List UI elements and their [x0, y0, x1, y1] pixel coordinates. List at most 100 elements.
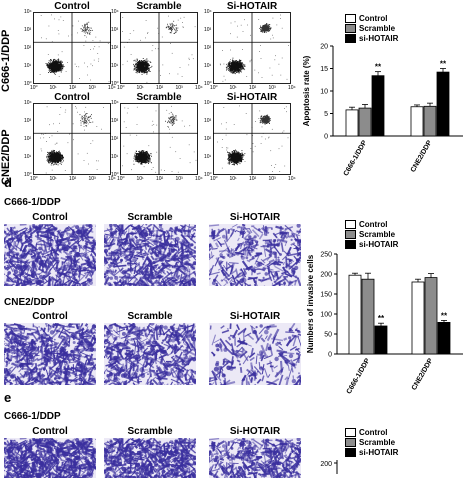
- flow-event-dot: [48, 72, 49, 73]
- flow-event-dot: [240, 69, 241, 70]
- flow-event-dot: [91, 28, 92, 29]
- flow-event-dot: [136, 69, 137, 70]
- flow-event-dot: [100, 41, 101, 42]
- flow-event-dot: [59, 152, 60, 153]
- flow-event-dot: [130, 33, 131, 34]
- flow-event-dot: [270, 39, 271, 40]
- flow-event-dot: [142, 150, 143, 151]
- flow-event-dot: [137, 72, 138, 73]
- flow-event-dot: [232, 63, 233, 64]
- flow-event-dot: [238, 66, 239, 67]
- flow-event-dot: [254, 70, 255, 71]
- flow-event-dot: [46, 157, 47, 158]
- flow-event-dot: [269, 30, 270, 31]
- flow-event-dot: [52, 65, 53, 66]
- flow-event-dot: [84, 117, 85, 118]
- flow-event-dot: [53, 150, 54, 151]
- flow-event-dot: [274, 59, 275, 60]
- flow-event-dot: [52, 67, 53, 68]
- flow-event-dot: [59, 63, 60, 64]
- flow-event-dot: [54, 159, 55, 160]
- flow-event-dot: [233, 67, 234, 68]
- flow-event-dot: [172, 53, 173, 54]
- flow-event-dot: [149, 69, 150, 70]
- flow-event-dot: [87, 122, 88, 123]
- flow-event-dot: [51, 72, 52, 73]
- flow-event-dot: [134, 164, 135, 165]
- flow-event-dot: [137, 71, 138, 72]
- flow-panel-title: Control: [33, 92, 111, 103]
- flow-event-dot: [41, 37, 42, 38]
- flow-event-dot: [172, 25, 173, 26]
- flow-event-dot: [54, 150, 55, 151]
- flow-event-dot: [225, 80, 226, 81]
- flow-event-dot: [48, 162, 49, 163]
- flow-event-dot: [147, 33, 148, 34]
- flow-axis-tick-label: 10³: [204, 27, 211, 33]
- flow-event-dot: [89, 28, 90, 29]
- flow-event-dot: [57, 60, 58, 61]
- flow-event-dot: [151, 162, 152, 163]
- flow-event-dot: [59, 34, 60, 35]
- flow-event-dot: [139, 69, 140, 70]
- flow-event-dot: [50, 162, 51, 163]
- flow-event-dot: [173, 21, 174, 22]
- flow-event-dot: [59, 62, 60, 63]
- flow-event-dot: [234, 62, 235, 63]
- flow-event-dot: [79, 78, 80, 79]
- flow-event-dot: [142, 74, 143, 75]
- flow-event-dot: [266, 23, 267, 24]
- flow-event-dot: [267, 27, 268, 28]
- flow-event-dot: [103, 107, 104, 108]
- flow-event-dot: [55, 69, 56, 70]
- flow-event-dot: [51, 65, 52, 66]
- flow-event-dot: [60, 161, 61, 162]
- flow-event-dot: [63, 64, 64, 65]
- flow-event-dot: [51, 154, 52, 155]
- flow-axis-tick-label: 10⁴: [204, 9, 212, 15]
- flow-event-dot: [140, 66, 141, 67]
- flow-event-dot: [48, 156, 49, 157]
- flow-event-dot: [50, 68, 51, 69]
- flow-event-dot: [239, 65, 240, 66]
- flow-event-dot: [172, 23, 173, 24]
- flow-event-dot: [90, 116, 91, 117]
- flow-event-dot: [59, 123, 60, 124]
- flow-event-dot: [150, 159, 151, 160]
- flow-event-dot: [143, 68, 144, 69]
- flow-event-dot: [67, 62, 68, 63]
- flow-event-dot: [170, 28, 171, 29]
- flow-event-dot: [157, 28, 158, 29]
- flow-event-dot: [150, 71, 151, 72]
- flow-event-dot: [58, 59, 59, 60]
- flow-event-dot: [141, 63, 142, 64]
- flow-event-dot: [58, 157, 59, 158]
- flow-event-dot: [90, 80, 91, 81]
- flow-event-dot: [53, 64, 54, 65]
- flow-event-dot: [269, 27, 270, 28]
- flow-event-dot: [146, 69, 147, 70]
- flow-event-dot: [78, 66, 79, 67]
- flow-event-dot: [83, 28, 84, 29]
- flow-event-dot: [54, 19, 55, 20]
- flow-event-dot: [92, 30, 93, 31]
- flow-event-dot: [140, 64, 141, 65]
- flow-event-dot: [241, 66, 242, 67]
- flow-event-dot: [234, 64, 235, 65]
- flow-event-dot: [224, 64, 225, 65]
- flow-event-dot: [51, 70, 52, 71]
- flow-event-dot: [65, 110, 66, 111]
- flow-event-dot: [55, 66, 56, 67]
- flow-event-dot: [63, 65, 64, 66]
- flow-event-dot: [262, 32, 263, 33]
- flow-event-dot: [151, 66, 152, 67]
- flow-event-dot: [81, 118, 82, 119]
- flow-event-dot: [73, 26, 74, 27]
- flow-event-dot: [273, 18, 274, 19]
- flow-event-dot: [236, 65, 237, 66]
- flow-event-dot: [87, 29, 88, 30]
- flow-event-dot: [178, 74, 179, 75]
- flow-event-dot: [62, 162, 63, 163]
- flow-event-dot: [272, 35, 273, 36]
- flow-panel-title: Scramble: [120, 92, 198, 103]
